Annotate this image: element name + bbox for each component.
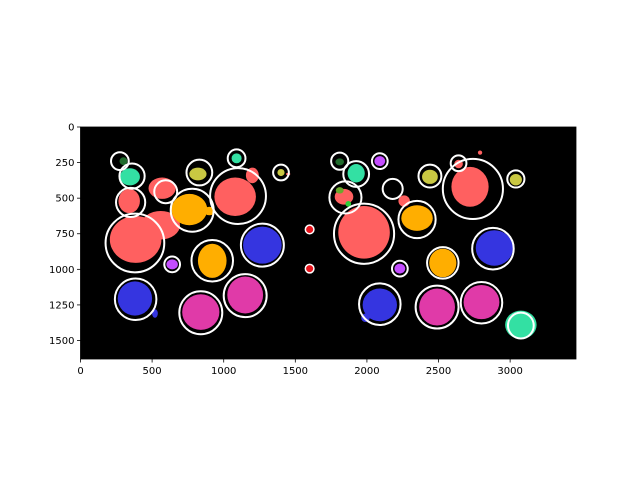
detection-circle-5 [113,277,158,321]
detection-circle-21 [342,160,371,188]
y-tick-label: 1250 [49,300,74,311]
detection-circle-28 [417,163,443,189]
detection-circle-23 [370,152,389,171]
cell-blob-36 [429,248,457,278]
x-tick-label: 2500 [426,366,451,377]
cell-blob-3 [118,188,140,214]
x-tick-label: 1000 [211,366,236,377]
cell-blob-40 [463,284,500,320]
detection-circle-7 [163,255,182,274]
cell-blob-17 [245,167,259,184]
cell-blob-43 [505,310,537,340]
cell-blob-38 [451,166,489,207]
detection-circle-11 [178,290,224,336]
cell-blob-16 [214,177,256,216]
cell-blob-7 [117,281,153,316]
detection-circle-10 [190,239,235,283]
detection-circle-33 [459,281,504,325]
cell-blob-2 [119,168,140,186]
cell-blob-34 [422,169,438,184]
cell-blob-29 [362,288,397,322]
cell-blob-22 [335,158,345,166]
circle-layer [104,148,535,340]
x-tick-label: 1500 [283,366,308,377]
cell-blob-13 [197,243,227,278]
detection-circle-9 [185,158,214,187]
y-tick-label: 750 [55,229,74,240]
cell-blob-18 [227,276,264,314]
y-tick-label: 250 [55,158,74,169]
cell-blob-19 [243,226,282,264]
detection-circle-30 [426,246,460,280]
y-tick-label: 1000 [49,265,74,276]
cell-blob-42 [509,173,522,186]
plot-frame [80,126,577,360]
detection-circle-16 [272,163,290,182]
detection-circle-19 [330,151,350,171]
detection-circle-3 [115,186,147,219]
cell-blob-25 [345,201,352,207]
detection-circle-26 [390,259,409,278]
x-tick-label: 500 [143,366,162,377]
detection-circle-18 [304,263,315,274]
cell-blob-10 [171,193,208,226]
detection-circle-14 [222,273,268,319]
cell-blob-28 [374,156,386,167]
x-tick-label: 2000 [354,366,379,377]
cell-blob-20 [277,168,285,177]
detection-circle-31 [449,154,468,173]
detection-circle-17 [304,224,315,235]
cell-blob-26 [347,164,365,183]
detection-circle-32 [441,157,504,220]
cell-blob-33 [401,205,433,231]
cell-blob-39 [477,150,483,155]
cell-blob-31 [394,263,406,274]
detection-circle-24 [381,177,404,200]
detection-circle-25 [358,282,402,326]
x-tick-label: 0 [77,366,83,377]
detection-circle-34 [471,226,515,271]
detection-circle-36 [506,311,535,340]
y-tick-label: 0 [68,123,74,134]
cell-blob-12 [189,167,207,181]
detection-circle-6 [153,179,179,205]
cell-blob-14 [182,294,220,330]
cell-blob-27 [338,205,390,259]
cell-blob-35 [419,288,455,326]
x-tick-label: 3000 [497,366,522,377]
detection-circle-22 [332,202,396,265]
cell-blob-24 [335,187,344,194]
y-tick-label: 500 [55,194,74,205]
cell-blob-15 [231,153,242,164]
detection-circle-35 [506,169,526,189]
cell-blob-41 [475,230,513,266]
axis-layer: 0 500 1000 1500 2000 2500 3000 0 250 500 750 1000 12… [49,123,577,377]
detection-circle-15 [239,222,285,268]
y-tick-label: 1500 [49,336,74,347]
detection-circle-13 [209,167,267,225]
detection-circle-4 [104,212,166,274]
cell-blob-9 [166,259,178,270]
cell-blob-1 [119,157,128,166]
detection-circle-27 [397,199,437,240]
detection-circle-29 [414,284,460,330]
